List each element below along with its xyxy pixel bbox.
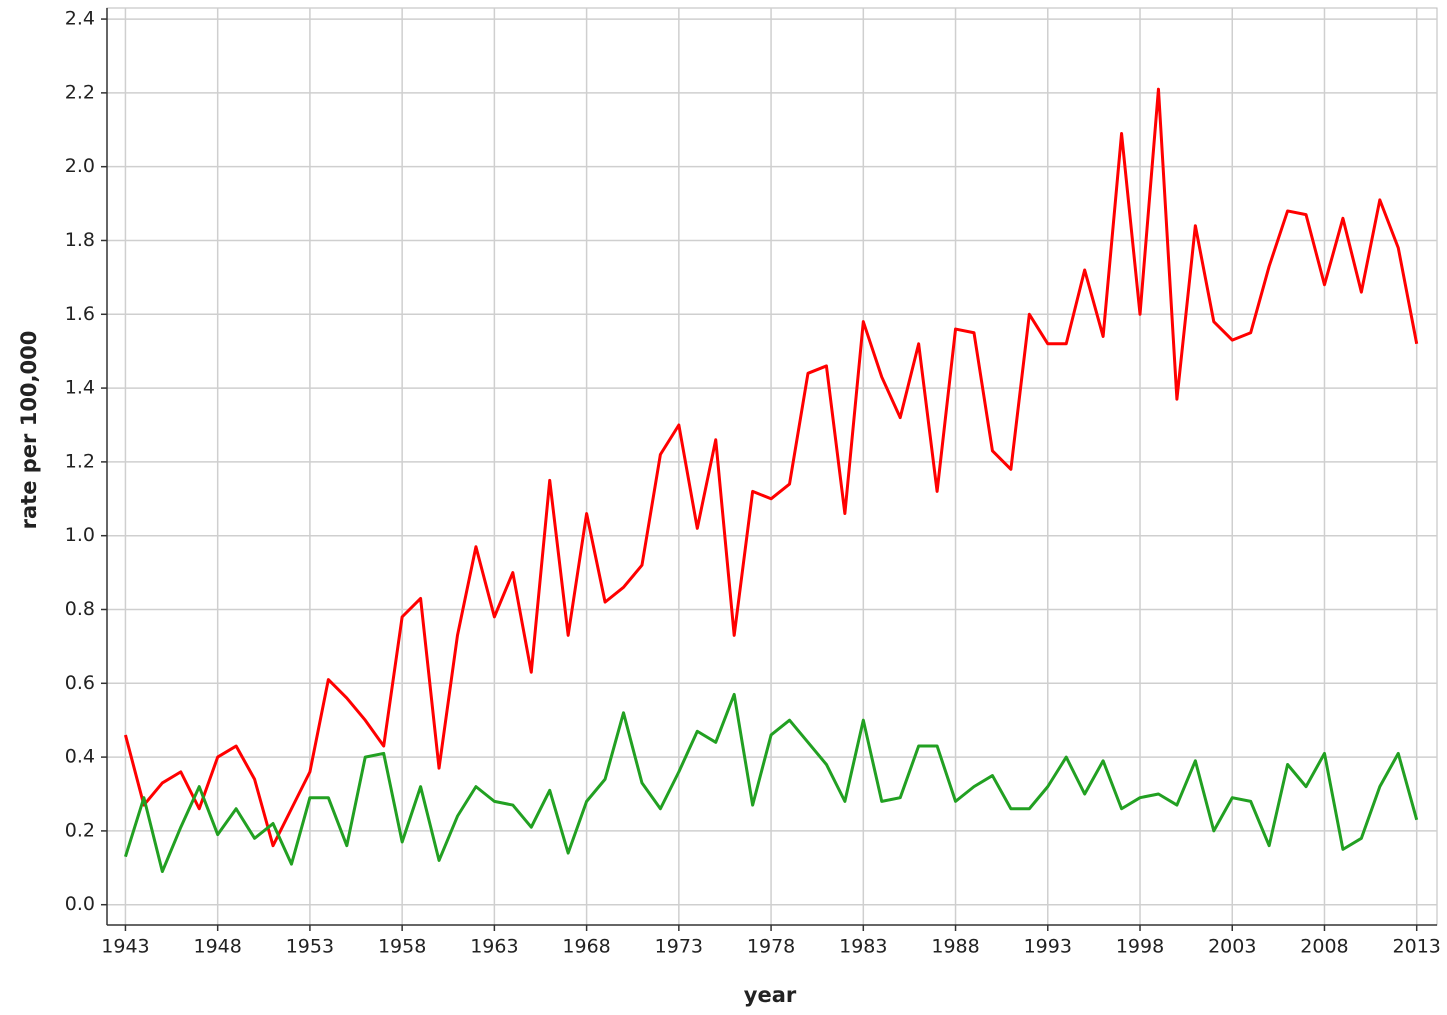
y-tick-label: 0.4 (65, 746, 95, 768)
x-tick-label: 1988 (931, 936, 979, 958)
y-tick-label: 0.8 (65, 598, 95, 620)
y-tick-label: 0.6 (65, 672, 95, 694)
y-axis-title: rate per 100,000 (17, 331, 41, 530)
x-tick-label: 1998 (1116, 936, 1164, 958)
y-tick-label: 1.6 (65, 303, 95, 325)
y-tick-label: 1.4 (65, 377, 95, 399)
y-tick-label: 2.0 (65, 155, 95, 177)
y-tick-label: 2.4 (65, 8, 95, 30)
x-tick-label: 1983 (839, 936, 887, 958)
x-tick-label: 1953 (286, 936, 334, 958)
x-tick-label: 1963 (470, 936, 518, 958)
x-tick-label: 1973 (655, 936, 703, 958)
y-tick-label: 0.2 (65, 819, 95, 841)
x-tick-label: 1978 (747, 936, 795, 958)
series-line (123, 87, 1419, 848)
x-tick-label: 2013 (1393, 936, 1441, 958)
x-tick-label: 1948 (193, 936, 241, 958)
x-tick-label: 1958 (378, 936, 426, 958)
x-axis-title: year (744, 983, 797, 1007)
y-tick-label: 1.8 (65, 229, 95, 251)
x-tick-label: 2008 (1300, 936, 1348, 958)
x-tick-label: 1968 (562, 936, 610, 958)
y-tick-label: 1.2 (65, 450, 95, 472)
x-tick-label: 1943 (101, 936, 149, 958)
y-tick-label: 2.2 (65, 81, 95, 103)
x-tick-label: 2003 (1208, 936, 1256, 958)
y-tick-label: 0.0 (65, 893, 95, 915)
y-tick-label: 1.0 (65, 524, 95, 546)
x-tick-label: 1993 (1024, 936, 1072, 958)
plot-area (106, 7, 1438, 926)
series-line (124, 692, 1419, 873)
